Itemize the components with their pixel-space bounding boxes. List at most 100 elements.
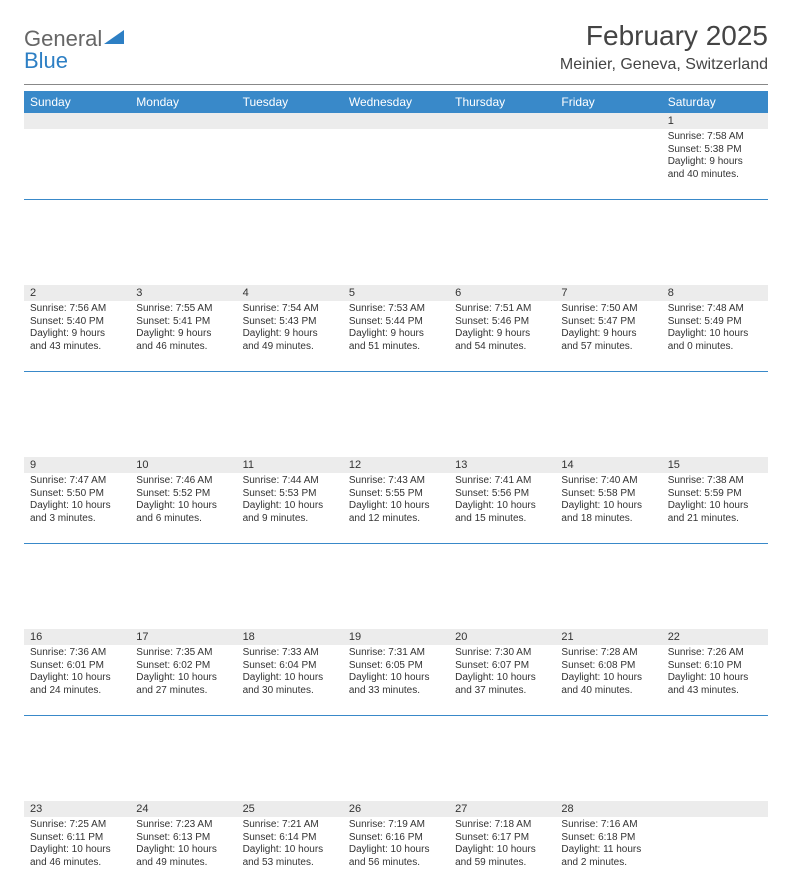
day-cell: 15Sunrise: 7:38 AMSunset: 5:59 PMDayligh… xyxy=(662,457,768,543)
day-cell xyxy=(343,113,449,199)
sunset-line: Sunset: 5:44 PM xyxy=(349,316,443,329)
day-number-bar: 8 xyxy=(662,285,768,301)
sunrise-line: Sunrise: 7:47 AM xyxy=(30,475,124,488)
daylight-line: Daylight: 10 hours and 6 minutes. xyxy=(136,500,230,525)
day-number-bar: 22 xyxy=(662,629,768,645)
sunset-line: Sunset: 6:07 PM xyxy=(455,660,549,673)
day-body: Sunrise: 7:33 AMSunset: 6:04 PMDaylight:… xyxy=(237,645,343,701)
sunrise-line: Sunrise: 7:48 AM xyxy=(668,303,762,316)
sunset-line: Sunset: 5:40 PM xyxy=(30,316,124,329)
day-number-bar: 6 xyxy=(449,285,555,301)
sunrise-line: Sunrise: 7:31 AM xyxy=(349,647,443,660)
day-body: Sunrise: 7:21 AMSunset: 6:14 PMDaylight:… xyxy=(237,817,343,873)
day-cell: 26Sunrise: 7:19 AMSunset: 6:16 PMDayligh… xyxy=(343,801,449,887)
week-row: 2Sunrise: 7:56 AMSunset: 5:40 PMDaylight… xyxy=(24,285,768,371)
sunrise-line: Sunrise: 7:53 AM xyxy=(349,303,443,316)
day-number-bar: 23 xyxy=(24,801,130,817)
day-cell: 4Sunrise: 7:54 AMSunset: 5:43 PMDaylight… xyxy=(237,285,343,371)
day-cell: 6Sunrise: 7:51 AMSunset: 5:46 PMDaylight… xyxy=(449,285,555,371)
sunrise-line: Sunrise: 7:23 AM xyxy=(136,819,230,832)
sunset-line: Sunset: 6:18 PM xyxy=(561,832,655,845)
daylight-line: Daylight: 10 hours and 30 minutes. xyxy=(243,672,337,697)
sunset-line: Sunset: 5:46 PM xyxy=(455,316,549,329)
daylight-line: Daylight: 9 hours and 49 minutes. xyxy=(243,328,337,353)
day-number-bar: 1 xyxy=(662,113,768,129)
day-body: Sunrise: 7:18 AMSunset: 6:17 PMDaylight:… xyxy=(449,817,555,873)
day-cell: 28Sunrise: 7:16 AMSunset: 6:18 PMDayligh… xyxy=(555,801,661,887)
day-number-bar: 16 xyxy=(24,629,130,645)
sunset-line: Sunset: 5:56 PM xyxy=(455,488,549,501)
sunrise-line: Sunrise: 7:44 AM xyxy=(243,475,337,488)
day-cell: 7Sunrise: 7:50 AMSunset: 5:47 PMDaylight… xyxy=(555,285,661,371)
daylight-line: Daylight: 10 hours and 21 minutes. xyxy=(668,500,762,525)
day-cell: 1Sunrise: 7:58 AMSunset: 5:38 PMDaylight… xyxy=(662,113,768,199)
week-row: 1Sunrise: 7:58 AMSunset: 5:38 PMDaylight… xyxy=(24,113,768,199)
week-row: 16Sunrise: 7:36 AMSunset: 6:01 PMDayligh… xyxy=(24,629,768,715)
day-number-bar: 2 xyxy=(24,285,130,301)
day-number-bar: 4 xyxy=(237,285,343,301)
sunrise-line: Sunrise: 7:21 AM xyxy=(243,819,337,832)
day-cell: 21Sunrise: 7:28 AMSunset: 6:08 PMDayligh… xyxy=(555,629,661,715)
sunset-line: Sunset: 5:49 PM xyxy=(668,316,762,329)
week-row: 9Sunrise: 7:47 AMSunset: 5:50 PMDaylight… xyxy=(24,457,768,543)
day-cell: 18Sunrise: 7:33 AMSunset: 6:04 PMDayligh… xyxy=(237,629,343,715)
sunset-line: Sunset: 5:38 PM xyxy=(668,144,762,157)
daylight-line: Daylight: 9 hours and 54 minutes. xyxy=(455,328,549,353)
sunset-line: Sunset: 6:01 PM xyxy=(30,660,124,673)
day-cell xyxy=(449,113,555,199)
day-body: Sunrise: 7:51 AMSunset: 5:46 PMDaylight:… xyxy=(449,301,555,357)
daylight-line: Daylight: 9 hours and 46 minutes. xyxy=(136,328,230,353)
sunset-line: Sunset: 5:58 PM xyxy=(561,488,655,501)
day-body: Sunrise: 7:40 AMSunset: 5:58 PMDaylight:… xyxy=(555,473,661,529)
daylight-line: Daylight: 10 hours and 3 minutes. xyxy=(30,500,124,525)
month-title: February 2025 xyxy=(560,20,768,52)
sunset-line: Sunset: 5:43 PM xyxy=(243,316,337,329)
day-body: Sunrise: 7:25 AMSunset: 6:11 PMDaylight:… xyxy=(24,817,130,873)
daylight-line: Daylight: 10 hours and 49 minutes. xyxy=(136,844,230,869)
day-number-bar: 21 xyxy=(555,629,661,645)
daylight-line: Daylight: 10 hours and 33 minutes. xyxy=(349,672,443,697)
day-cell: 25Sunrise: 7:21 AMSunset: 6:14 PMDayligh… xyxy=(237,801,343,887)
day-number-bar: 25 xyxy=(237,801,343,817)
day-body: Sunrise: 7:50 AMSunset: 5:47 PMDaylight:… xyxy=(555,301,661,357)
location-label: Meinier, Geneva, Switzerland xyxy=(560,56,768,74)
day-body: Sunrise: 7:46 AMSunset: 5:52 PMDaylight:… xyxy=(130,473,236,529)
day-body: Sunrise: 7:43 AMSunset: 5:55 PMDaylight:… xyxy=(343,473,449,529)
day-cell: 5Sunrise: 7:53 AMSunset: 5:44 PMDaylight… xyxy=(343,285,449,371)
daylight-line: Daylight: 10 hours and 18 minutes. xyxy=(561,500,655,525)
daylight-line: Daylight: 9 hours and 57 minutes. xyxy=(561,328,655,353)
sunset-line: Sunset: 6:05 PM xyxy=(349,660,443,673)
day-cell: 9Sunrise: 7:47 AMSunset: 5:50 PMDaylight… xyxy=(24,457,130,543)
day-body: Sunrise: 7:58 AMSunset: 5:38 PMDaylight:… xyxy=(662,129,768,185)
sunset-line: Sunset: 6:04 PM xyxy=(243,660,337,673)
day-number-bar: 12 xyxy=(343,457,449,473)
sunset-line: Sunset: 6:17 PM xyxy=(455,832,549,845)
sunrise-line: Sunrise: 7:35 AM xyxy=(136,647,230,660)
day-number-bar xyxy=(555,113,661,129)
weekday-header: Wednesday xyxy=(343,91,449,113)
day-cell xyxy=(555,113,661,199)
sunrise-line: Sunrise: 7:30 AM xyxy=(455,647,549,660)
day-cell xyxy=(24,113,130,199)
day-body: Sunrise: 7:54 AMSunset: 5:43 PMDaylight:… xyxy=(237,301,343,357)
day-body: Sunrise: 7:36 AMSunset: 6:01 PMDaylight:… xyxy=(24,645,130,701)
sunset-line: Sunset: 5:47 PM xyxy=(561,316,655,329)
daylight-line: Daylight: 11 hours and 2 minutes. xyxy=(561,844,655,869)
day-cell: 24Sunrise: 7:23 AMSunset: 6:13 PMDayligh… xyxy=(130,801,236,887)
calendar-body: 1Sunrise: 7:58 AMSunset: 5:38 PMDaylight… xyxy=(24,113,768,887)
day-number-bar xyxy=(662,801,768,817)
daylight-line: Daylight: 9 hours and 43 minutes. xyxy=(30,328,124,353)
sunset-line: Sunset: 5:53 PM xyxy=(243,488,337,501)
daylight-line: Daylight: 10 hours and 53 minutes. xyxy=(243,844,337,869)
daylight-line: Daylight: 10 hours and 0 minutes. xyxy=(668,328,762,353)
sunrise-line: Sunrise: 7:50 AM xyxy=(561,303,655,316)
day-body: Sunrise: 7:26 AMSunset: 6:10 PMDaylight:… xyxy=(662,645,768,701)
day-number-bar: 9 xyxy=(24,457,130,473)
sunrise-line: Sunrise: 7:41 AM xyxy=(455,475,549,488)
sunrise-line: Sunrise: 7:26 AM xyxy=(668,647,762,660)
sunrise-line: Sunrise: 7:56 AM xyxy=(30,303,124,316)
week-divider xyxy=(24,715,768,801)
daylight-line: Daylight: 10 hours and 9 minutes. xyxy=(243,500,337,525)
day-cell: 14Sunrise: 7:40 AMSunset: 5:58 PMDayligh… xyxy=(555,457,661,543)
day-body: Sunrise: 7:44 AMSunset: 5:53 PMDaylight:… xyxy=(237,473,343,529)
